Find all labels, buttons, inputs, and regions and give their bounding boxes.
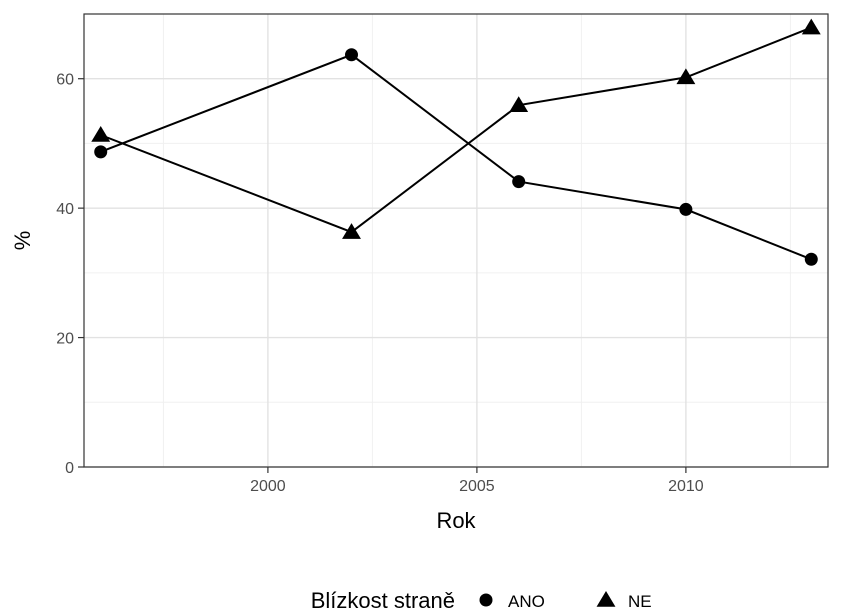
legend-key-ano bbox=[479, 593, 493, 607]
y-tick-label: 40 bbox=[56, 201, 74, 218]
x-tick-label: 2005 bbox=[459, 478, 495, 495]
legend-items: ANO NE bbox=[479, 591, 652, 610]
x-tick-label: 2010 bbox=[668, 478, 704, 495]
legend-label-ne: NE bbox=[628, 592, 652, 610]
legend-key-ne bbox=[596, 591, 616, 607]
data-point-ano bbox=[94, 145, 108, 159]
data-point-ano bbox=[512, 175, 526, 189]
data-point-ano bbox=[804, 252, 818, 266]
data-point-ne bbox=[509, 96, 529, 112]
x-tick-label: 2000 bbox=[250, 478, 286, 495]
data-point-ne bbox=[91, 126, 111, 142]
data-point-ano bbox=[345, 48, 359, 62]
series-line-ano bbox=[100, 53, 812, 261]
data-point-ne bbox=[676, 68, 696, 85]
y-tick-label: 0 bbox=[65, 460, 74, 477]
axis-tick-labels: 2000 2005 2010 0 20 40 60 bbox=[56, 72, 704, 495]
legend: Blízkost straně ANO NE bbox=[311, 588, 652, 610]
minor-gridlines bbox=[84, 13, 828, 467]
legend-label-ano: ANO bbox=[508, 592, 545, 610]
y-tick-label: 60 bbox=[56, 72, 74, 89]
major-gridlines bbox=[84, 14, 828, 468]
series-points bbox=[91, 18, 821, 266]
y-tick-label: 20 bbox=[56, 331, 74, 348]
data-point-ano bbox=[679, 202, 693, 216]
legend-title: Blízkost straně bbox=[311, 588, 455, 610]
plot-panel-border bbox=[83, 13, 829, 468]
axis-ticks bbox=[78, 78, 687, 473]
data-point-ne bbox=[801, 18, 821, 35]
y-axis-title: % bbox=[10, 231, 35, 251]
series-line-ne bbox=[100, 26, 812, 234]
x-axis-title: Rok bbox=[436, 508, 476, 533]
data-point-ne bbox=[342, 223, 361, 239]
